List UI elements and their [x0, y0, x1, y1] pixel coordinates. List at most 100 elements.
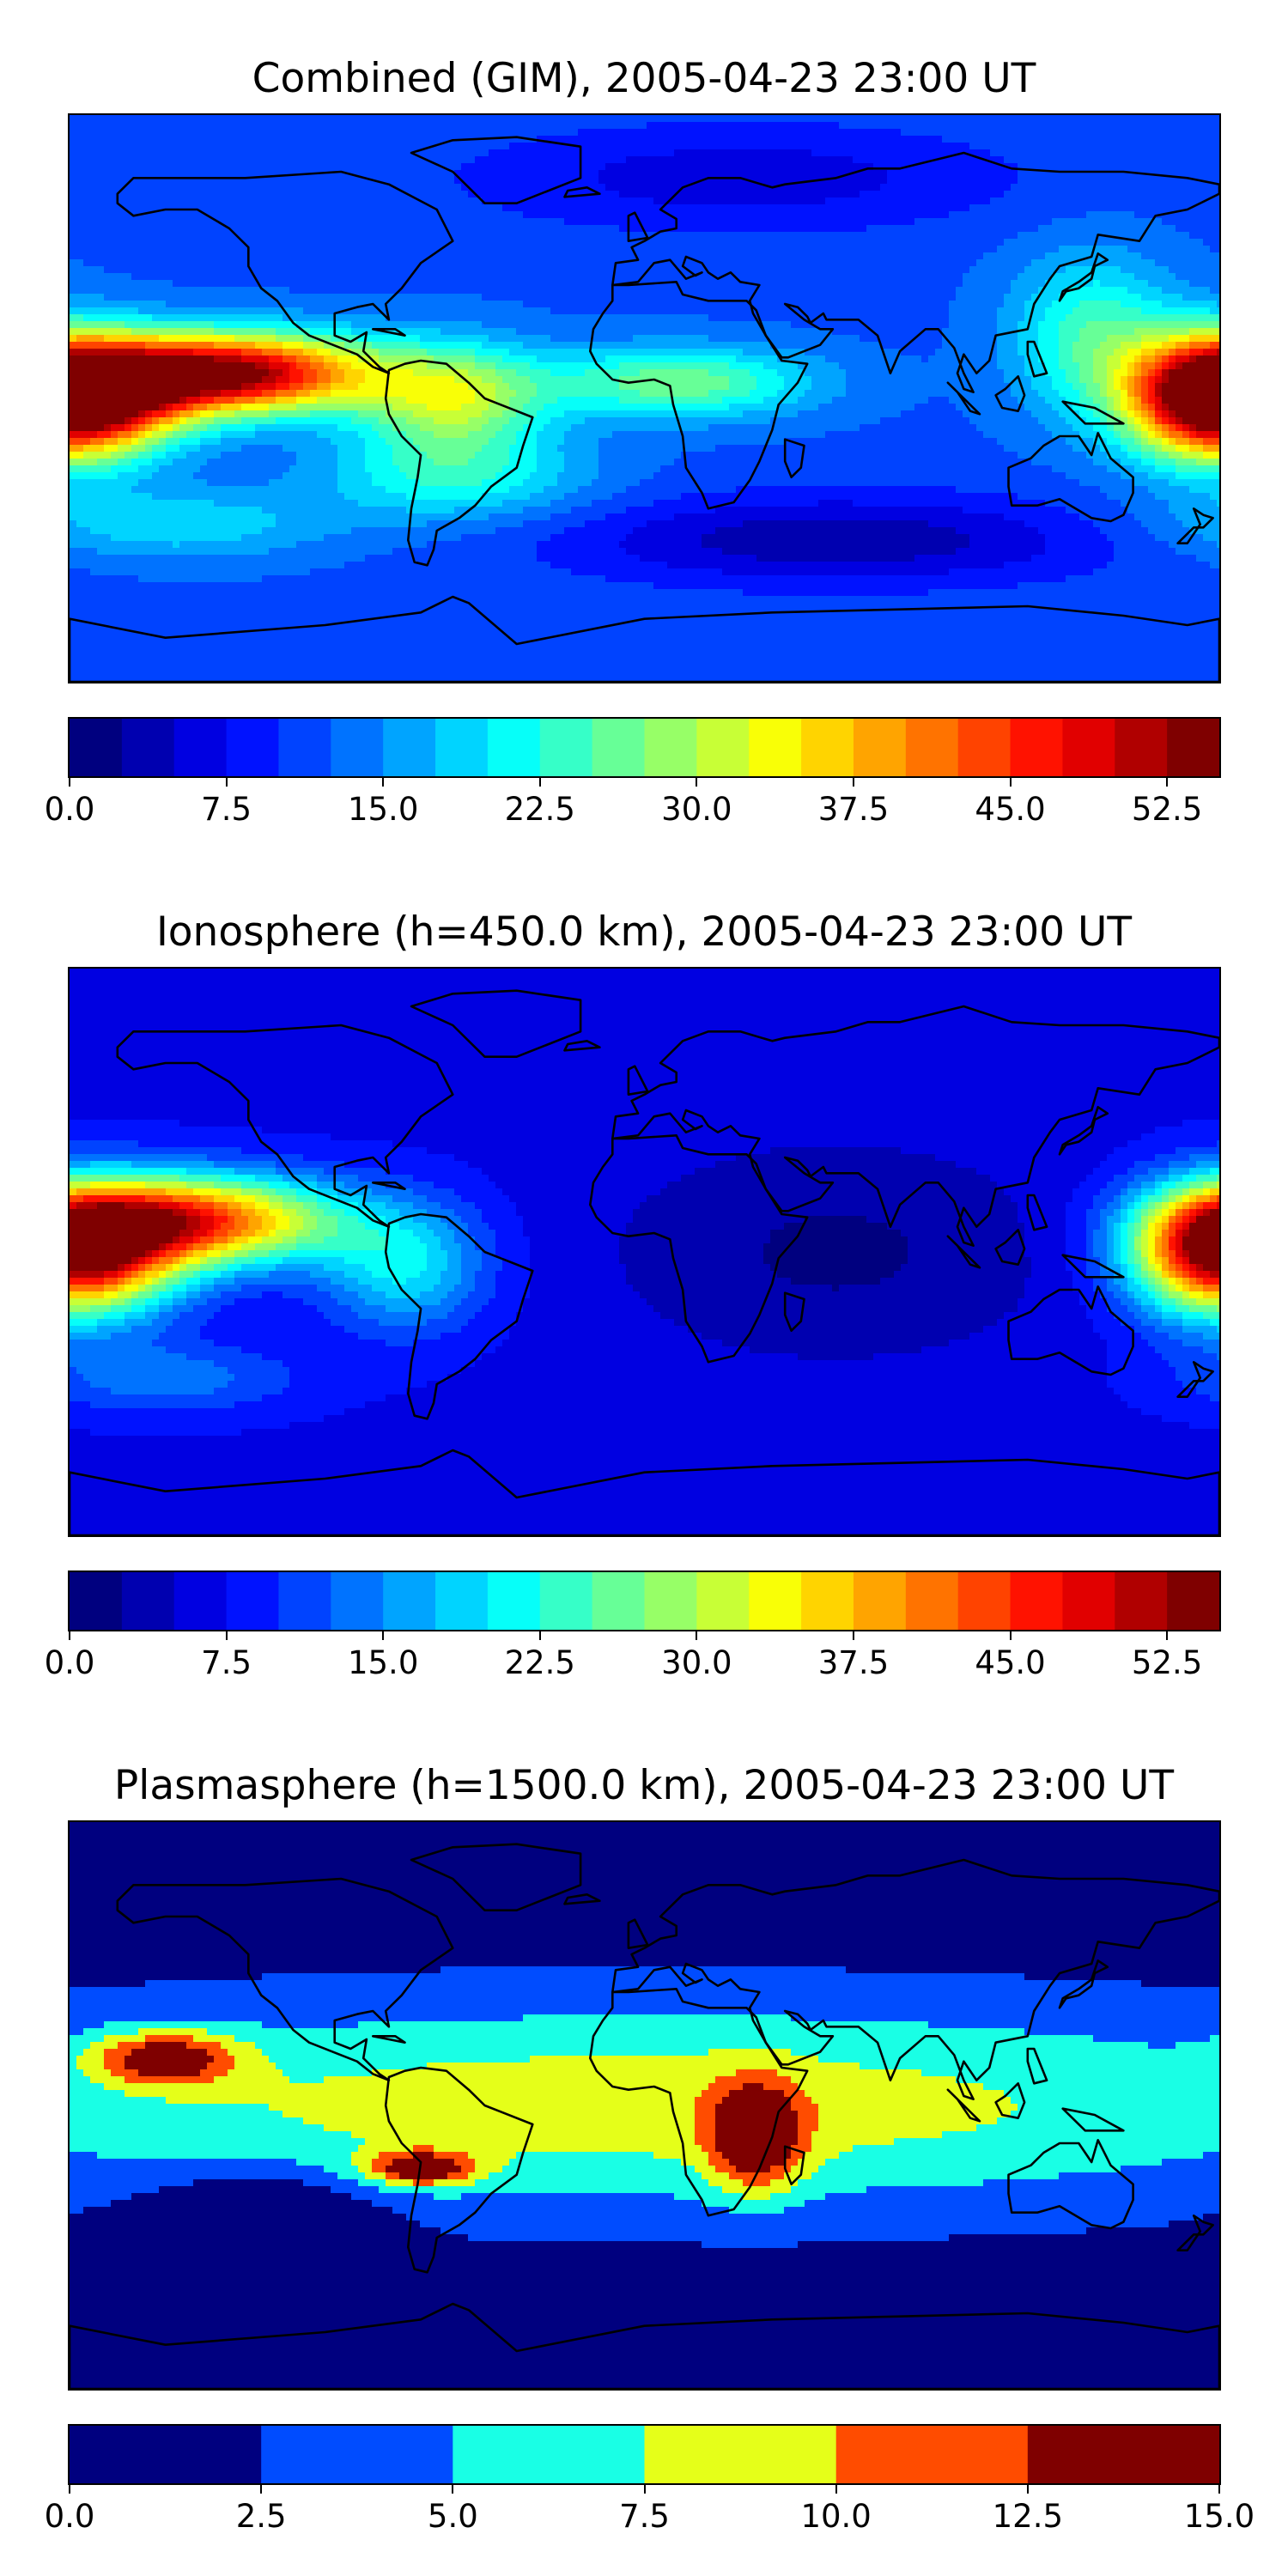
coastline-2	[410, 1843, 582, 1911]
colorbar-level-16	[905, 1572, 959, 1630]
coastline-14	[1176, 507, 1214, 544]
colorbar-level-12	[696, 1572, 750, 1630]
coastline-9	[946, 381, 981, 416]
colorbar-level-2	[453, 2426, 646, 2483]
colorbar-level-2	[173, 719, 228, 776]
colorbar-tick-label: 5.0	[428, 2500, 478, 2532]
coastline-0	[116, 1877, 454, 2081]
panel-1-colorbar	[68, 717, 1221, 778]
colorbar-level-14	[801, 719, 854, 776]
coastline-6	[627, 1918, 649, 1949]
coastline-4	[611, 151, 1219, 393]
colorbar-tick-label: 7.5	[619, 2500, 670, 2532]
coastline-1	[384, 359, 534, 567]
coastline-10	[994, 375, 1026, 412]
colorbar-level-9	[539, 1572, 593, 1630]
colorbar-level-9	[539, 719, 593, 776]
colorbar-tick-label: 52.5	[1132, 793, 1202, 825]
coastline-2	[410, 136, 582, 204]
panel-2-map	[68, 967, 1221, 1537]
colorbar-tick-mark	[1009, 778, 1012, 787]
colorbar-level-5	[331, 1572, 384, 1630]
colorbar-level-3	[226, 719, 280, 776]
colorbar-tick-mark	[1218, 2485, 1220, 2494]
coastline-8	[783, 2145, 805, 2185]
coastline-13	[70, 595, 1219, 682]
panel-3-field	[70, 1822, 1219, 2389]
colorbar-level-18	[1010, 1572, 1064, 1630]
colorbar-level-4	[278, 719, 332, 776]
colorbar-tick-label: 2.5	[236, 2500, 287, 2532]
panel-2-field	[70, 969, 1219, 1535]
colorbar-level-6	[383, 719, 436, 776]
coastline-0	[116, 170, 454, 374]
colorbar-level-21	[1167, 719, 1219, 776]
colorbar-level-7	[435, 719, 489, 776]
colorbar-level-15	[853, 1572, 907, 1630]
coastline-16	[372, 1182, 406, 1190]
colorbar-tick-mark	[538, 1631, 541, 1640]
coastline-11	[1061, 1254, 1125, 1279]
colorbar-tick-mark	[260, 2485, 263, 2494]
panel-2-title: Ionosphere (h=450.0 km), 2005-04-23 23:0…	[0, 912, 1288, 952]
colorbar-level-0	[70, 2426, 262, 2483]
coastline-12	[1026, 340, 1048, 378]
coastline-8	[783, 1291, 805, 1332]
coastline-7	[1058, 252, 1109, 302]
panel-3-colorbar	[68, 2424, 1221, 2485]
coastline-9	[946, 2088, 981, 2123]
colorbar-tick-label: 37.5	[818, 1647, 889, 1679]
coastline-13	[70, 1449, 1219, 1535]
colorbar-tick-mark	[1166, 1631, 1169, 1640]
colorbar-tick-label: 0.0	[45, 2500, 95, 2532]
colorbar-tick-mark	[225, 778, 228, 787]
colorbar-level-1	[121, 719, 175, 776]
colorbar-tick-label: 15.0	[348, 793, 418, 825]
colorbar-tick-label: 22.5	[505, 793, 575, 825]
coastline-16	[372, 328, 406, 337]
colorbar-level-13	[749, 719, 802, 776]
coastline-5	[1007, 1285, 1134, 1376]
coastline-6	[627, 211, 649, 242]
colorbar-level-14	[801, 1572, 854, 1630]
coastline-3	[589, 281, 809, 510]
colorbar-tick-mark	[1166, 778, 1169, 787]
colorbar-tick-mark	[852, 1631, 854, 1640]
colorbar-tick-label: 30.0	[661, 1647, 732, 1679]
colorbar-tick-label: 15.0	[1184, 2500, 1255, 2532]
colorbar-tick-label: 7.5	[201, 793, 252, 825]
colorbar-tick-mark	[69, 778, 70, 787]
coastline-15	[563, 1893, 601, 1905]
colorbar-level-3	[226, 1572, 280, 1630]
colorbar-level-10	[592, 719, 646, 776]
colorbar-tick-mark	[69, 1631, 70, 1640]
colorbar-level-12	[696, 719, 750, 776]
colorbar-level-18	[1010, 719, 1064, 776]
coastline-4	[611, 1858, 1219, 2100]
colorbar-level-1	[121, 1572, 175, 1630]
coastline-12	[1026, 2047, 1048, 2085]
colorbar-tick-label: 10.0	[800, 2500, 871, 2532]
colorbar-tick-mark	[452, 2485, 454, 2494]
colorbar-level-1	[261, 2426, 454, 2483]
coastline-0	[116, 1024, 454, 1228]
colorbar-level-5	[331, 719, 384, 776]
colorbar-tick-label: 52.5	[1132, 1647, 1202, 1679]
colorbar-tick-label: 37.5	[818, 793, 889, 825]
coastline-9	[946, 1235, 981, 1269]
colorbar-tick-mark	[225, 1631, 228, 1640]
coastline-14	[1176, 1361, 1214, 1398]
coastlines	[70, 1843, 1219, 2389]
colorbar-tick-mark	[382, 1631, 385, 1640]
colorbar-tick-label: 7.5	[201, 1647, 252, 1679]
colorbar-tick-label: 0.0	[45, 793, 95, 825]
colorbar-level-20	[1115, 719, 1168, 776]
colorbar-tick-mark	[643, 2485, 646, 2494]
colorbar-level-17	[957, 1572, 1012, 1630]
coastline-11	[1061, 2107, 1125, 2132]
coastline-1	[384, 2066, 534, 2274]
colorbar-tick-mark	[1026, 2485, 1029, 2494]
colorbar-tick-mark	[852, 778, 854, 787]
coastline-1	[384, 1212, 534, 1420]
coastline-8	[783, 438, 805, 478]
